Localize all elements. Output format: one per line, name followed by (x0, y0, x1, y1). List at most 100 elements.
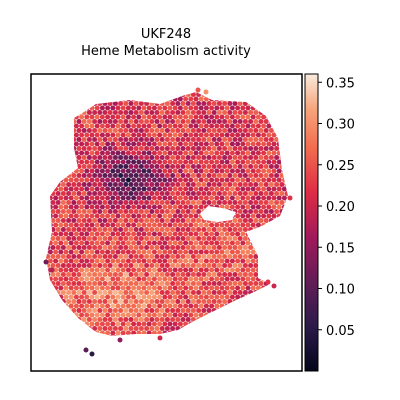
spot (212, 254, 217, 259)
spot (113, 326, 118, 331)
spot (66, 263, 71, 268)
spot (170, 200, 175, 205)
spot (201, 191, 206, 196)
spot (40, 209, 45, 214)
spot (90, 340, 95, 345)
spot (131, 97, 136, 102)
spot (129, 335, 134, 340)
spot (217, 182, 222, 187)
spot (61, 164, 66, 169)
spot (264, 263, 269, 268)
spot (82, 191, 87, 196)
spot (157, 277, 162, 282)
spot (238, 191, 243, 196)
spot (90, 142, 95, 147)
spot (282, 268, 287, 273)
spot (97, 128, 102, 133)
spot (201, 335, 206, 340)
spot (253, 290, 258, 295)
spot (194, 124, 199, 129)
spot (230, 196, 235, 201)
spot (64, 169, 69, 174)
spot (246, 304, 251, 309)
spot (165, 92, 170, 97)
spot (100, 286, 105, 291)
spot (56, 110, 61, 115)
spot (71, 155, 76, 160)
spot (48, 88, 53, 93)
spot (58, 115, 63, 120)
spot (277, 196, 282, 201)
spot (196, 317, 201, 322)
spot (170, 236, 175, 241)
spot (110, 178, 115, 183)
spot (274, 200, 279, 205)
spot (155, 146, 160, 151)
spot (256, 286, 261, 291)
spot (40, 173, 45, 178)
spot (175, 146, 180, 151)
spot (144, 146, 149, 151)
spot (38, 286, 43, 291)
spot (87, 128, 92, 133)
spot (230, 187, 235, 192)
spot (183, 115, 188, 120)
spot (277, 115, 282, 120)
spot (290, 146, 295, 151)
spot (272, 284, 277, 289)
spot (269, 92, 274, 97)
spot (222, 191, 227, 196)
spot (196, 335, 201, 340)
spot (287, 250, 292, 255)
spot (152, 106, 157, 111)
spot (82, 146, 87, 151)
spot (136, 331, 141, 336)
spot (186, 218, 191, 223)
spot (45, 272, 50, 277)
spot (123, 236, 128, 241)
spot (269, 137, 274, 142)
spot (207, 245, 212, 250)
spot (191, 290, 196, 295)
spot (178, 322, 183, 327)
spot (43, 277, 48, 282)
spot (126, 331, 131, 336)
spot (238, 299, 243, 304)
spot (77, 335, 82, 340)
spot (97, 200, 102, 205)
spot (95, 223, 100, 228)
spot (108, 155, 113, 160)
spot (217, 290, 222, 295)
spot (40, 299, 45, 304)
spot (48, 259, 53, 264)
spot (292, 214, 297, 219)
spot (207, 119, 212, 124)
spot (71, 173, 76, 178)
spot (38, 133, 43, 138)
spot (173, 214, 178, 219)
spot (84, 331, 89, 336)
spot (230, 331, 235, 336)
spot (183, 250, 188, 255)
spot (222, 155, 227, 160)
spot (282, 250, 287, 255)
spot (266, 88, 271, 93)
spot (279, 299, 284, 304)
spot (251, 322, 256, 327)
spot (235, 196, 240, 201)
spot (243, 308, 248, 313)
spot (40, 110, 45, 115)
spot (82, 227, 87, 232)
spot (92, 236, 97, 241)
spot (201, 299, 206, 304)
spot (123, 335, 128, 340)
spot (209, 241, 214, 246)
spot (233, 335, 238, 340)
spot (191, 254, 196, 259)
spot (139, 200, 144, 205)
spot (186, 281, 191, 286)
spot (183, 340, 188, 345)
spot (160, 182, 165, 187)
spot (61, 146, 66, 151)
spot (100, 250, 105, 255)
